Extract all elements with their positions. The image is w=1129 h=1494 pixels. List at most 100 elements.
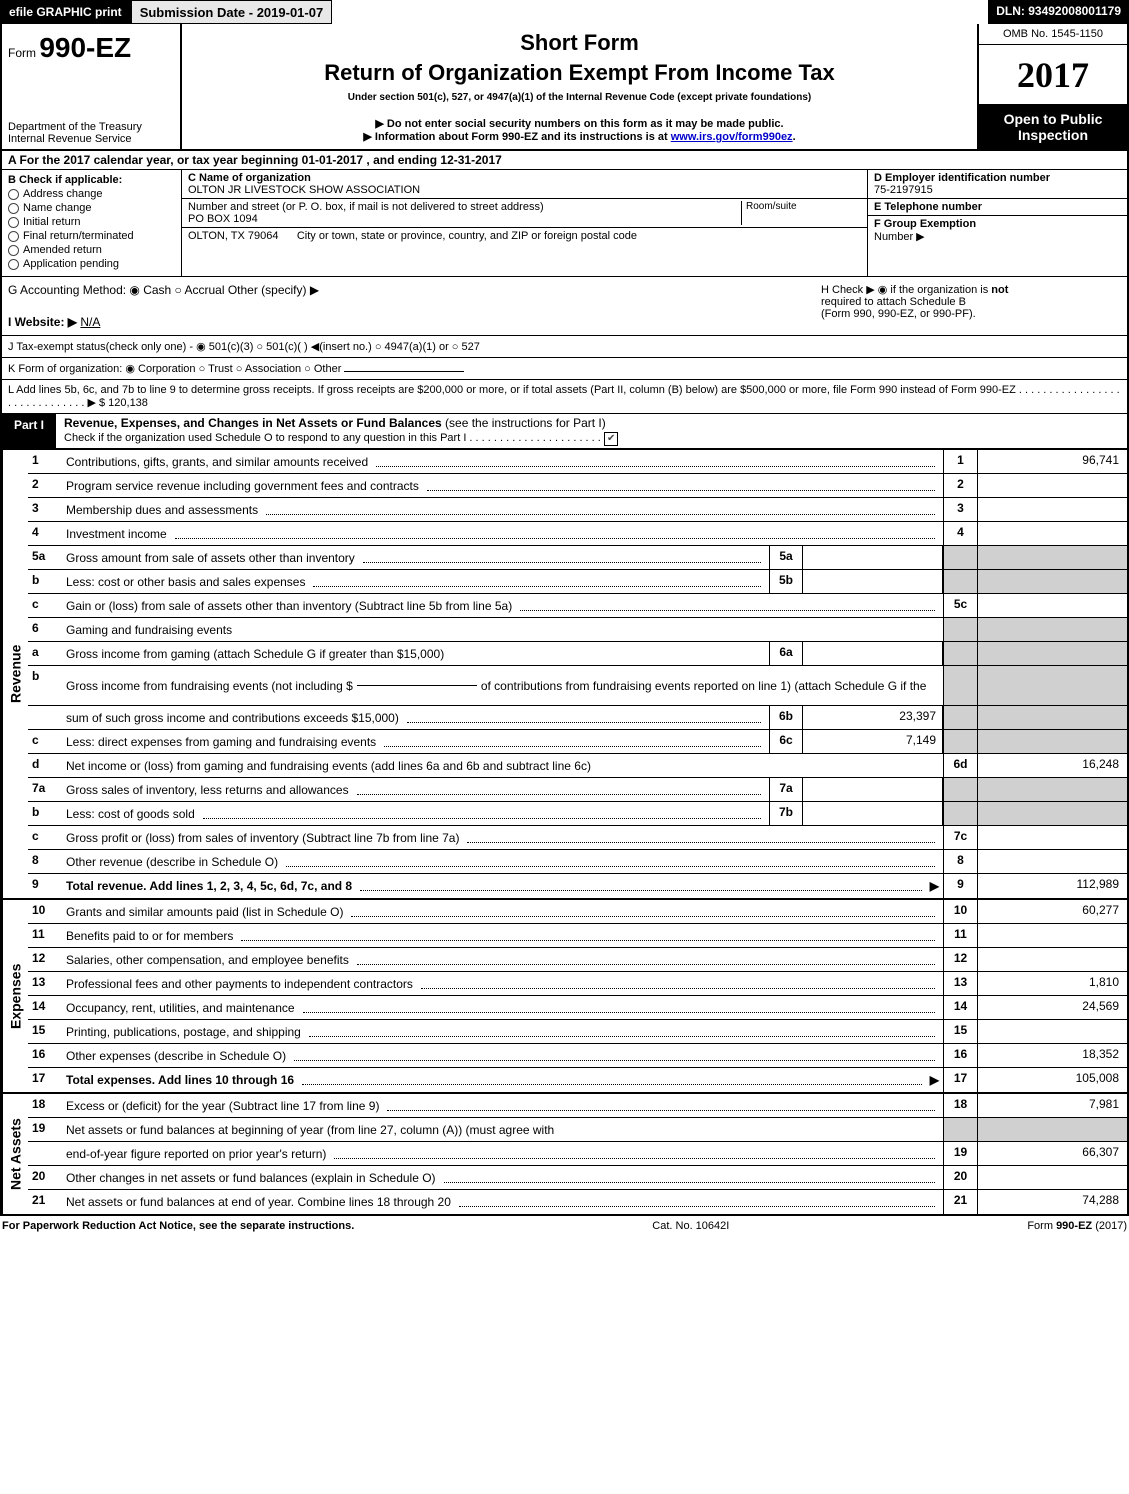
e-lbl: E Telephone number [874, 201, 1121, 213]
row-rval: 96,741 [977, 450, 1127, 473]
check-amended-return[interactable]: Amended return [8, 244, 175, 256]
dots-icon [387, 1101, 935, 1111]
row-desc: end-of-year figure reported on prior yea… [66, 1147, 326, 1161]
dots-icon [520, 601, 935, 611]
dots-icon [302, 1075, 922, 1085]
c-street-lbl: Number and street (or P. O. box, if mail… [188, 201, 741, 213]
check-application-pending[interactable]: Application pending [8, 258, 175, 270]
k-text: K Form of organization: ◉ Corporation ○ … [8, 363, 341, 375]
row-midval [803, 642, 943, 665]
row-desc: Professional fees and other payments to … [66, 977, 413, 991]
check-name-change[interactable]: Name change [8, 202, 175, 214]
open-public-l1: Open to Public [983, 111, 1123, 127]
chk-lbl-0: Address change [23, 188, 103, 200]
radio-icon [8, 231, 19, 242]
row-rnum: 5c [943, 594, 977, 617]
check-final-return[interactable]: Final return/terminated [8, 230, 175, 242]
instructions-link[interactable]: www.irs.gov/form990ez [671, 131, 793, 143]
row-desc: Contributions, gifts, grants, and simila… [66, 455, 368, 469]
row-desc: Other revenue (describe in Schedule O) [66, 855, 278, 869]
row-17: 17 Total expenses. Add lines 10 through … [28, 1068, 1127, 1092]
row-num: c [28, 826, 62, 849]
row-midval [803, 546, 943, 569]
row-rval: 60,277 [977, 900, 1127, 923]
row-rnum: 21 [943, 1190, 977, 1214]
row-desc: Gaming and fundraising events [66, 623, 232, 637]
revenue-side-label: Revenue [2, 450, 28, 898]
row-num: 21 [28, 1190, 62, 1214]
dots-icon [357, 785, 761, 795]
check-address-change[interactable]: Address change [8, 188, 175, 200]
dots-icon [266, 505, 935, 515]
row-6c: c Less: direct expenses from gaming and … [28, 730, 1127, 754]
row-num: 11 [28, 924, 62, 947]
row-12: 12 Salaries, other compensation, and emp… [28, 948, 1127, 972]
shade-cell [943, 618, 977, 641]
part-paren: (see the instructions for Part I) [445, 416, 606, 430]
netassets-side-label: Net Assets [2, 1094, 28, 1214]
dots-icon [360, 881, 922, 891]
column-c: C Name of organization OLTON JR LIVESTOC… [182, 170, 867, 276]
shade-cell [943, 666, 977, 705]
row-7c: c Gross profit or (loss) from sales of i… [28, 826, 1127, 850]
row-num: 9 [28, 874, 62, 898]
radio-icon [8, 189, 19, 200]
column-def: D Employer identification number 75-2197… [867, 170, 1127, 276]
schedule-o-checkbox[interactable] [604, 432, 618, 446]
dots-icon [427, 481, 935, 491]
row-desc: Salaries, other compensation, and employ… [66, 953, 349, 967]
dots-icon [459, 1197, 935, 1207]
h-l1: H Check ▶ ◉ if the organization is [821, 284, 991, 296]
row-num: 8 [28, 850, 62, 873]
check-initial-return[interactable]: Initial return [8, 216, 175, 228]
row-desc: Gain or (loss) from sale of assets other… [66, 599, 512, 613]
chk-lbl-3: Final return/terminated [23, 230, 134, 242]
row-rval: 105,008 [977, 1068, 1127, 1092]
form-number: 990-EZ [39, 32, 131, 63]
row-num: 7a [28, 778, 62, 801]
line-l: L Add lines 5b, 6c, and 7b to line 9 to … [0, 380, 1129, 413]
shade-cell [943, 642, 977, 665]
row-midnum: 6a [769, 642, 803, 665]
dots-icon [421, 979, 935, 989]
row-num: a [28, 642, 62, 665]
row-rnum: 20 [943, 1166, 977, 1189]
row-desc: Less: cost of goods sold [66, 807, 195, 821]
blank-underline [357, 685, 477, 686]
shade-cell [977, 1118, 1127, 1141]
row-2: 2 Program service revenue including gove… [28, 474, 1127, 498]
row-rnum: 6d [943, 754, 977, 777]
row-num: 16 [28, 1044, 62, 1067]
arrow-note-1: ▶ Do not enter social security numbers o… [192, 117, 967, 130]
footer-right-pre: Form [1027, 1220, 1056, 1232]
row-rnum: 10 [943, 900, 977, 923]
row-midval: 23,397 [803, 706, 943, 729]
chk-lbl-5: Application pending [23, 258, 119, 270]
row-num: 17 [28, 1068, 62, 1092]
row-13: 13 Professional fees and other payments … [28, 972, 1127, 996]
row-rnum: 19 [943, 1142, 977, 1165]
row-14: 14 Occupancy, rent, utilities, and maint… [28, 996, 1127, 1020]
row-desc-pre: Gross income from fundraising events (no… [66, 679, 353, 693]
dots-icon [334, 1149, 935, 1159]
row-desc: Other expenses (describe in Schedule O) [66, 1049, 286, 1063]
h-l2: required to attach Schedule B [821, 296, 966, 308]
org-street: PO BOX 1094 [188, 213, 741, 225]
row-num: 2 [28, 474, 62, 497]
row-rnum: 9 [943, 874, 977, 898]
radio-icon [8, 245, 19, 256]
dots-icon [351, 907, 935, 917]
row-midval [803, 802, 943, 825]
row-9: 9 Total revenue. Add lines 1, 2, 3, 4, 5… [28, 874, 1127, 898]
row-rnum: 1 [943, 450, 977, 473]
line-k: K Form of organization: ◉ Corporation ○ … [0, 358, 1129, 380]
dots-icon [309, 1027, 935, 1037]
expenses-section: Expenses 10 Grants and similar amounts p… [0, 900, 1129, 1094]
form-prefix: Form [8, 46, 36, 60]
shade-cell [943, 778, 977, 801]
shade-cell [977, 778, 1127, 801]
efile-print-button[interactable]: efile GRAPHIC print [0, 0, 131, 24]
dept-treasury: Department of the Treasury [8, 121, 174, 133]
c-city-lbl: City or town, state or province, country… [297, 230, 637, 242]
row-num: c [28, 730, 62, 753]
